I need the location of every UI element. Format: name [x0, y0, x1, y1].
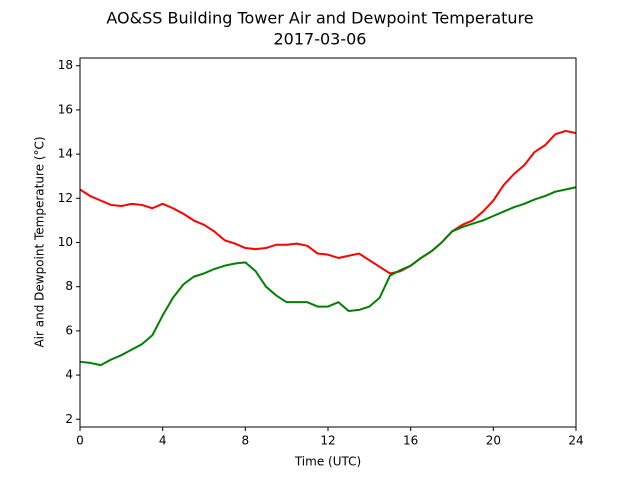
data-line — [79, 186, 577, 367]
x-tick-label: 8 — [242, 434, 250, 448]
y-tick-label: 18 — [58, 58, 73, 72]
x-tick-label: 24 — [568, 434, 583, 448]
x-tick-label: 20 — [486, 434, 501, 448]
chart-title: AO&SS Building Tower Air and Dewpoint Te… — [106, 9, 533, 28]
y-axis-label: Air and Dewpoint Temperature (°C) — [33, 136, 47, 347]
y-tick-label: 12 — [58, 191, 73, 205]
y-tick-label: 8 — [65, 279, 73, 293]
x-tick-label: 0 — [76, 434, 84, 448]
data-line — [79, 129, 577, 275]
x-tick-label: 16 — [403, 434, 418, 448]
plot-frame — [79, 57, 577, 428]
y-tick-label: 2 — [65, 412, 73, 426]
y-tick-label: 16 — [58, 102, 73, 116]
y-tick-label: 4 — [65, 368, 73, 382]
y-tick-label: 6 — [65, 323, 73, 337]
y-tick-label: 14 — [58, 147, 73, 161]
chart-subtitle: 2017-03-06 — [274, 30, 367, 49]
x-tick-label: 4 — [159, 434, 167, 448]
y-tick-label: 10 — [58, 235, 73, 249]
x-tick-label: 12 — [320, 434, 335, 448]
x-axis-label: Time (UTC) — [294, 455, 361, 469]
